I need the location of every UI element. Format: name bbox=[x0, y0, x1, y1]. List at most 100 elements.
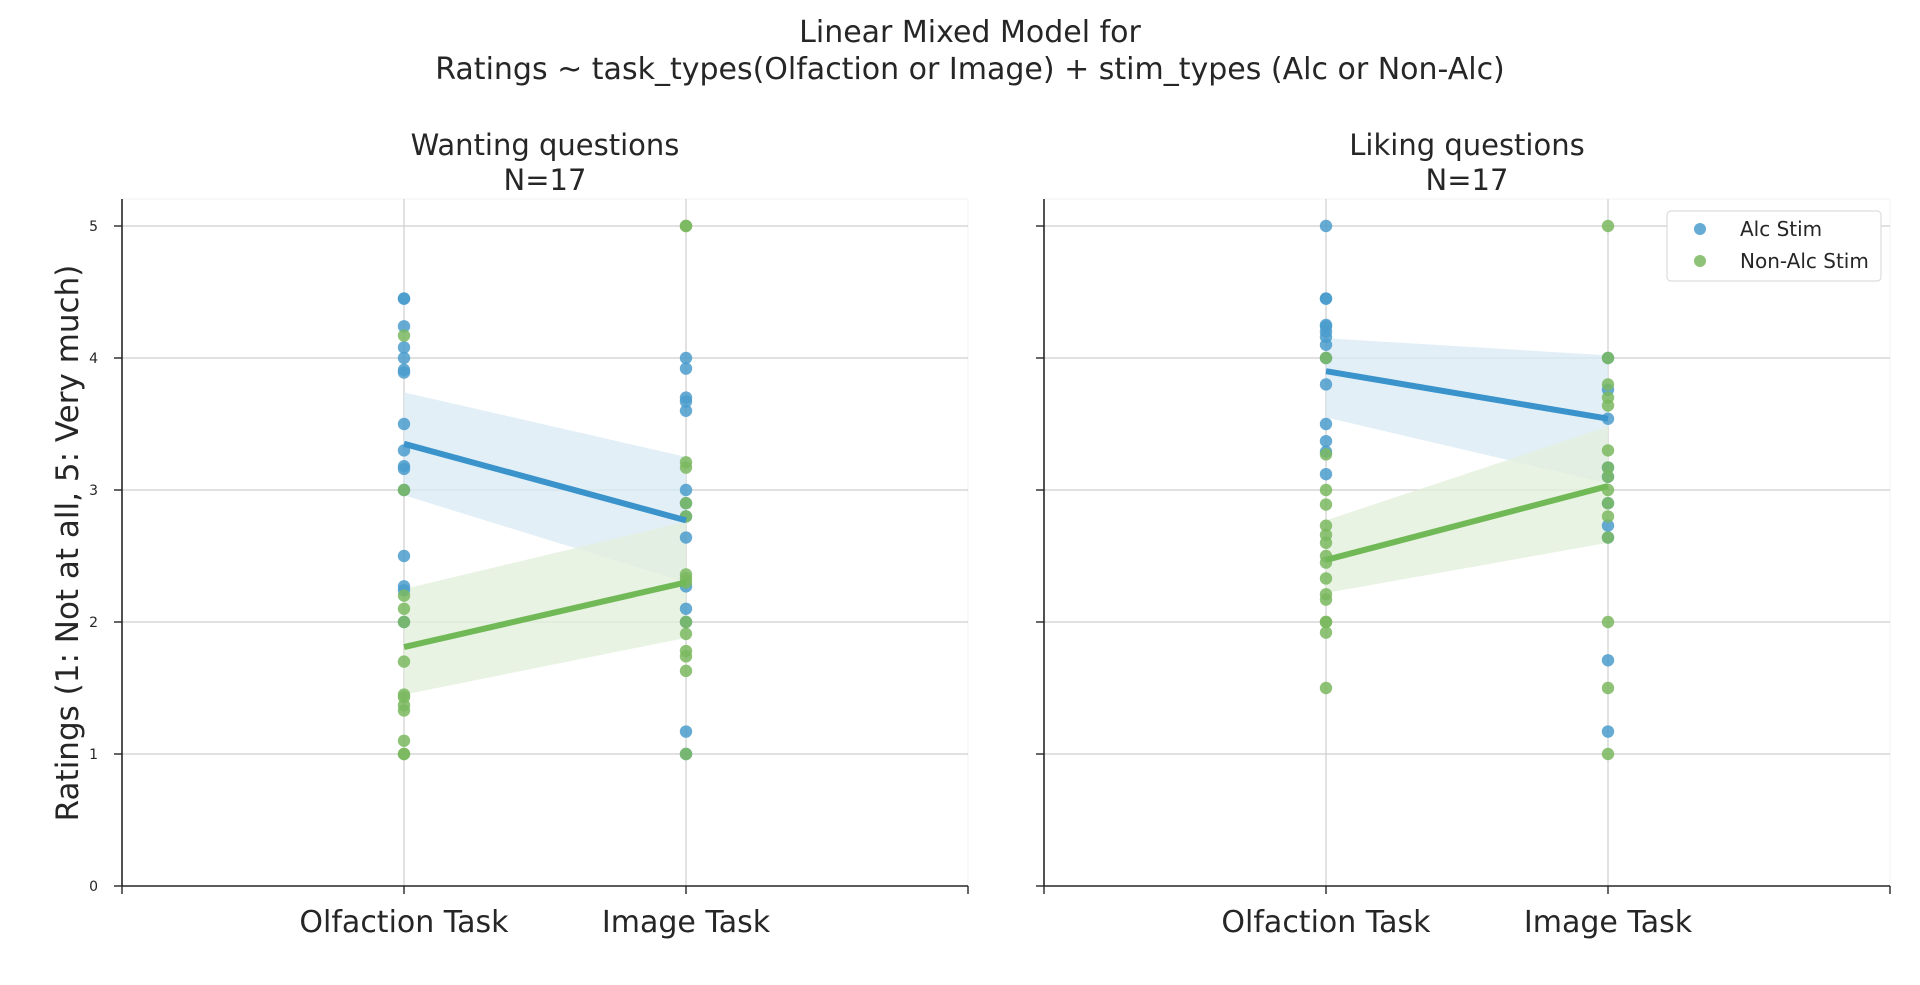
data-point bbox=[1319, 615, 1333, 629]
data-point bbox=[1319, 519, 1333, 532]
data-point bbox=[679, 531, 693, 544]
data-point bbox=[1319, 351, 1333, 365]
data-point bbox=[679, 219, 693, 233]
y-tick-label: 2 bbox=[89, 615, 98, 631]
legend-label-alc: Alc Stim bbox=[1740, 217, 1822, 241]
data-point bbox=[679, 627, 693, 641]
data-point bbox=[1319, 448, 1333, 461]
panel-title-line2: N=17 bbox=[1426, 163, 1509, 197]
data-point bbox=[397, 462, 411, 476]
data-point bbox=[1601, 531, 1615, 544]
x-tick-label: Olfaction Task bbox=[1221, 905, 1431, 940]
data-point bbox=[679, 351, 693, 365]
data-point bbox=[1601, 725, 1615, 738]
data-point bbox=[1319, 378, 1333, 391]
data-point bbox=[1601, 219, 1615, 233]
data-point bbox=[1601, 470, 1615, 483]
data-point bbox=[1319, 483, 1333, 497]
y-tick-label: 5 bbox=[89, 219, 98, 235]
data-point bbox=[1601, 497, 1615, 510]
data-point bbox=[679, 602, 693, 615]
data-point bbox=[1319, 498, 1333, 511]
data-point bbox=[397, 655, 411, 668]
data-point bbox=[1319, 417, 1333, 431]
x-tick-label: Image Task bbox=[602, 905, 771, 940]
data-point bbox=[1601, 351, 1615, 365]
data-point bbox=[1601, 399, 1615, 412]
panel-wanting: Wanting questions N=17 0 1 2 3 4 5 Olfaction T… bbox=[89, 128, 969, 940]
fit-line bbox=[403, 579, 687, 651]
data-point bbox=[1319, 434, 1333, 448]
data-point bbox=[397, 615, 411, 629]
data-point bbox=[1319, 467, 1333, 481]
confidence-band bbox=[1326, 426, 1608, 593]
y-axis-label: Ratings (1: Not at all, 5: Very much) bbox=[50, 265, 86, 822]
data-point bbox=[1601, 615, 1615, 629]
figure-title-line2: Ratings ~ task_types(Olfaction or Image)… bbox=[435, 52, 1505, 87]
confidence-band bbox=[1326, 338, 1608, 484]
data-point bbox=[397, 341, 411, 354]
data-point bbox=[397, 589, 411, 602]
data-point bbox=[397, 704, 411, 717]
data-point bbox=[1319, 219, 1333, 233]
data-point bbox=[1319, 593, 1333, 606]
panel-liking-plot: Olfaction Task Image Task bbox=[1036, 198, 1891, 940]
data-point bbox=[1601, 681, 1615, 695]
legend-marker-nonalc bbox=[1694, 255, 1706, 267]
data-point bbox=[679, 395, 693, 408]
data-point bbox=[1601, 461, 1615, 474]
data-point bbox=[679, 615, 693, 629]
data-point bbox=[679, 725, 693, 738]
figure-title-line1: Linear Mixed Model for bbox=[799, 15, 1141, 50]
legend: Alc Stim Non-Alc Stim bbox=[1666, 210, 1882, 282]
data-point bbox=[679, 404, 693, 417]
data-point bbox=[397, 483, 411, 497]
data-point bbox=[679, 461, 693, 474]
panel-title-line1: Liking questions bbox=[1349, 128, 1584, 162]
y-tick-label: 3 bbox=[89, 483, 98, 499]
panel-wanting-plot: 0 1 2 3 4 5 Olfaction Task Image Task bbox=[89, 198, 969, 940]
legend-frame bbox=[1666, 210, 1882, 282]
data-point bbox=[397, 734, 411, 747]
data-point bbox=[397, 417, 411, 431]
fit-line bbox=[1325, 368, 1609, 422]
data-point bbox=[397, 549, 411, 563]
data-point bbox=[679, 497, 693, 510]
data-point bbox=[679, 664, 693, 678]
data-point bbox=[679, 650, 693, 663]
data-point bbox=[397, 747, 411, 761]
data-point bbox=[397, 602, 411, 615]
data-point bbox=[397, 351, 411, 365]
x-tick-label: Image Task bbox=[1524, 905, 1693, 940]
data-point bbox=[1601, 654, 1615, 667]
y-tick-label: 1 bbox=[89, 747, 98, 763]
data-point bbox=[679, 362, 693, 375]
legend-label-nonalc: Non-Alc Stim bbox=[1740, 249, 1869, 273]
confidence-band bbox=[404, 521, 686, 695]
y-tick-label: 4 bbox=[89, 351, 98, 367]
data-point bbox=[1601, 747, 1615, 761]
data-point bbox=[397, 292, 411, 305]
data-point bbox=[1601, 510, 1615, 523]
fit-line bbox=[403, 440, 687, 524]
data-point bbox=[1601, 378, 1615, 391]
data-point bbox=[1319, 338, 1333, 351]
legend-marker-alc bbox=[1694, 223, 1706, 235]
data-point bbox=[1319, 681, 1333, 695]
confidence-band bbox=[404, 392, 686, 583]
data-point bbox=[679, 747, 693, 761]
fit-line bbox=[1325, 483, 1609, 563]
panel-title-line1: Wanting questions bbox=[411, 128, 680, 162]
data-point bbox=[1319, 626, 1333, 639]
data-point bbox=[397, 366, 411, 379]
panel-liking: Liking questions N=17 Olfaction Task Imag… bbox=[1036, 128, 1891, 940]
data-point bbox=[679, 483, 693, 497]
y-tick-label: 0 bbox=[89, 879, 98, 895]
data-point bbox=[397, 320, 411, 333]
x-tick-label: Olfaction Task bbox=[299, 905, 509, 940]
data-point bbox=[1601, 444, 1615, 457]
data-point bbox=[1319, 536, 1333, 549]
data-point bbox=[397, 329, 411, 342]
data-point bbox=[1319, 292, 1333, 305]
